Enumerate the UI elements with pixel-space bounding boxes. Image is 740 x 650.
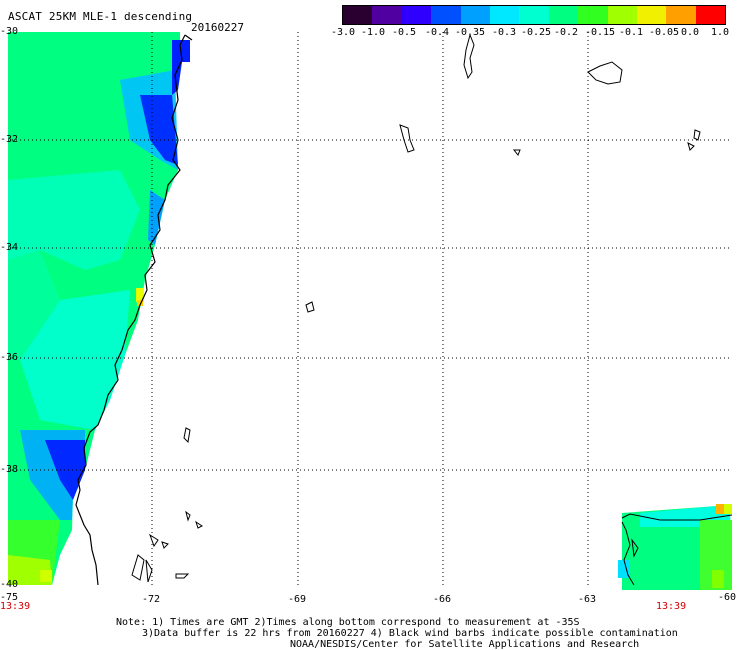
map-title: ASCAT 25KM MLE-1 descending — [8, 10, 193, 23]
colorbar-tick: -0.4 — [424, 27, 450, 38]
colorbar-tick: -0.3 — [491, 27, 517, 38]
colorbar-segment — [372, 6, 402, 24]
lon-label: -66 — [433, 594, 452, 605]
lat-label: -34 — [0, 242, 19, 253]
colorbar-tick: -0.25 — [520, 27, 552, 38]
colorbar-tick: -1.0 — [360, 27, 386, 38]
colorbar-segment — [666, 6, 696, 24]
lat-label: -38 — [0, 464, 19, 475]
colorbar-segment — [431, 6, 461, 24]
grid-lines — [8, 32, 732, 585]
time-marker-right: 13:39 — [656, 601, 687, 612]
colorbar — [342, 5, 726, 25]
islands — [131, 33, 733, 586]
colorbar-segment — [489, 6, 520, 24]
note-line-2: 3)Data buffer is 22 hrs from 20160227 4)… — [142, 628, 678, 639]
lat-label: -30 — [0, 26, 19, 37]
lat-label: -40 — [0, 579, 19, 590]
lon-label: -69 — [288, 594, 307, 605]
colorbar-tick: -3.0 — [330, 27, 356, 38]
colorbar-segment — [401, 6, 432, 24]
note-line-3: NOAA/NESDIS/Center for Satellite Applica… — [290, 639, 640, 650]
colorbar-segment — [636, 6, 667, 24]
lon-label: -72 — [142, 594, 161, 605]
note-line-1: Note: 1) Times are GMT 2)Times along bot… — [116, 617, 580, 628]
colorbar-segment — [695, 6, 726, 24]
time-marker-left: 13:39 — [0, 601, 31, 612]
lon-label: -63 — [578, 594, 597, 605]
swath-left — [8, 32, 190, 585]
colorbar-tick: -0.5 — [391, 27, 417, 38]
colorbar-segment — [343, 6, 373, 24]
colorbar-tick: -0.05 — [648, 27, 680, 38]
coastline-south-america — [75, 34, 193, 586]
lon-label: -60 — [718, 592, 737, 603]
lon-label: -75 — [0, 592, 19, 603]
colorbar-segment — [607, 6, 637, 24]
colorbar-segment — [578, 6, 608, 24]
colorbar-tick: 0.0 — [680, 27, 700, 38]
colorbar-segment — [460, 6, 490, 24]
colorbar-tick: -0.2 — [553, 27, 579, 38]
colorbar-tick: -0.15 — [584, 27, 616, 38]
lat-label: -32 — [0, 134, 19, 145]
colorbar-tick: 1.0 — [710, 27, 730, 38]
map-date: 20160227 — [191, 21, 244, 34]
swath-right — [618, 504, 732, 590]
colorbar-segment — [519, 6, 549, 24]
colorbar-tick: -0.1 — [618, 27, 644, 38]
colorbar-tick: -0.35 — [454, 27, 486, 38]
colorbar-segment — [548, 6, 579, 24]
lat-label: -36 — [0, 352, 19, 363]
